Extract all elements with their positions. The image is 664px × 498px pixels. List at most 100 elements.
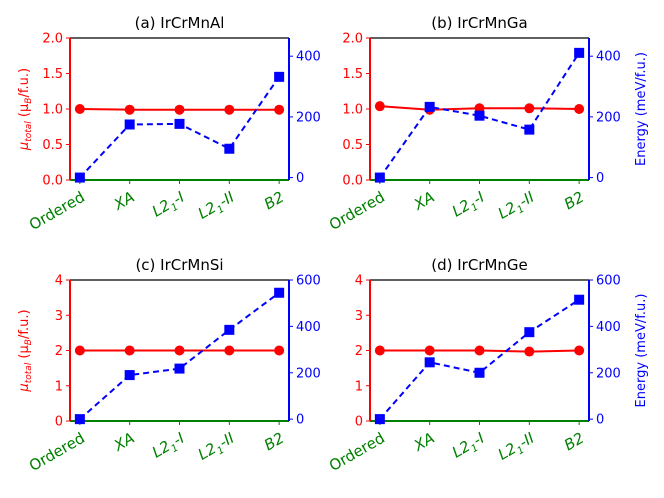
moment-point [224,345,235,356]
energy-point [224,143,235,154]
left-tick-label: 1.5 [342,67,363,82]
left-tick-label: 0 [55,415,63,430]
left-tick-label: 2 [55,344,63,359]
energy-point [274,71,285,82]
right-tick-label: 200 [296,110,321,125]
energy-point [424,357,435,368]
moment-point [374,345,385,356]
x-tick-label: XA [410,188,438,214]
energy-point [374,414,385,425]
energy-point [524,124,535,135]
x-tick-label: L21-I [449,188,490,224]
right-tick-label: 0 [296,171,304,186]
left-tick-label: 4 [55,274,63,289]
x-tick-label: B2 [561,429,587,455]
left-axis-label: μtotal (μB/f.u.) [17,68,34,151]
left-axis-label: μtotal (μB/f.u.) [17,309,34,392]
energy-point [474,367,485,378]
energy-point [574,47,585,58]
panel-title: (b) IrCrMnGa [431,14,528,32]
moment-point [274,104,285,115]
right-tick-label: 400 [596,320,621,335]
moment-point [124,104,135,115]
moment-point [74,104,85,114]
moment-point [224,104,235,115]
left-tick-label: 0.5 [342,138,363,153]
right-tick-label: 400 [296,320,321,335]
x-tick-label: Ordered [26,188,88,234]
right-tick-label: 0 [596,413,604,428]
x-tick-label: Ordered [326,188,388,234]
energy-point [524,327,535,338]
x-tick-label: XA [110,429,138,455]
right-axis-label: Energy (meV/f.u.) [634,294,649,408]
left-tick-label: 0.0 [342,174,363,189]
left-tick-label: 0.5 [42,138,63,153]
left-tick-label: 1.5 [42,67,63,82]
left-tick-label: 4 [355,274,363,289]
x-tick-label: L21-II [495,429,539,467]
moment-point [124,345,135,356]
x-tick-label: L21-I [449,429,490,465]
energy-point [274,287,285,298]
left-tick-label: 1 [55,379,63,394]
moment-point [574,345,585,356]
left-tick-label: 0.0 [42,174,63,189]
energy-point [74,414,85,425]
right-tick-label: 200 [596,366,621,381]
panel-4: (d) IrCrMnGe 0 1 2 3 4 0 200 400 600 Ordered XA L21-… [326,256,649,475]
left-tick-label: 2.0 [342,32,363,47]
moment-point [374,101,385,112]
panel-title: (a) IrCrMnAl [135,14,225,32]
x-tick-label: B2 [261,188,287,214]
energy-point [224,324,235,335]
left-tick-label: 2 [355,344,363,359]
left-tick-label: 0 [355,415,363,430]
energy-point [574,294,585,305]
moment-point [574,104,585,114]
right-tick-label: 600 [596,274,621,289]
energy-point [124,370,135,381]
moment-point [424,345,435,356]
moment-point [174,104,185,115]
energy-point [424,101,435,112]
energy-point [174,118,185,129]
left-tick-label: 1 [355,379,363,394]
energy-point [124,119,135,130]
panel-2: (b) IrCrMnGa 0.0 0.5 1.0 1.5 2.0 0 200 400 Ordere… [326,14,649,234]
left-tick-label: 3 [55,309,63,324]
x-tick-label: XA [110,188,138,214]
left-tick-label: 1.0 [42,103,63,118]
moment-point [174,345,185,356]
energy-point [74,172,85,183]
right-tick-label: 200 [596,110,621,125]
panel-title: (d) IrCrMnGe [431,256,528,274]
moment-point [474,345,485,356]
x-tick-label: L21-I [149,188,190,224]
energy-series-line [79,291,280,420]
energy-series-line [379,298,580,420]
x-tick-label: Ordered [326,429,388,475]
moment-point [524,103,535,114]
right-tick-label: 200 [296,366,321,381]
x-tick-label: L21-II [195,429,239,467]
energy-point [474,110,485,121]
energy-point [174,363,185,374]
left-tick-label: 3 [355,309,363,324]
panel-title: (c) IrCrMnSi [135,256,223,274]
x-tick-label: B2 [261,429,287,455]
panel-3: (c) IrCrMnSi 0 1 2 3 4 0 200 400 600 Ordered XA L21-… [17,256,321,475]
right-tick-label: 400 [596,50,621,65]
right-tick-label: 400 [296,50,321,65]
x-tick-label: L21-II [195,188,239,226]
moment-point [524,346,535,357]
left-tick-label: 1.0 [342,103,363,118]
moment-point [274,345,285,356]
moment-point [74,345,85,356]
right-tick-label: 0 [596,171,604,186]
x-tick-label: B2 [561,188,587,214]
right-axis-label: Energy (meV/f.u.) [634,52,649,166]
x-tick-label: Ordered [26,429,88,475]
right-tick-label: 0 [296,413,304,428]
